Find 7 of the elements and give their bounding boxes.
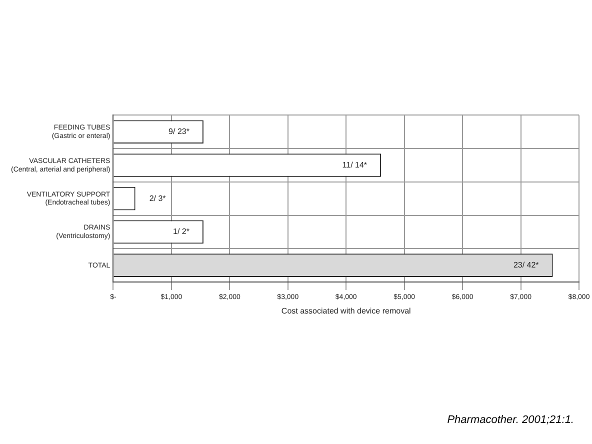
text: Pharmacother. 2001;21:1. <box>447 414 574 426</box>
x-axis-title: Cost associated with device removal <box>281 306 412 316</box>
data-label: 2/ 3* <box>149 194 166 203</box>
data-label: 9/ 23* <box>168 127 190 136</box>
data-label: 23/ 42* <box>513 260 539 270</box>
data-label: 11/ 14* <box>342 160 368 170</box>
data-label: 1/ 2* <box>172 227 190 236</box>
